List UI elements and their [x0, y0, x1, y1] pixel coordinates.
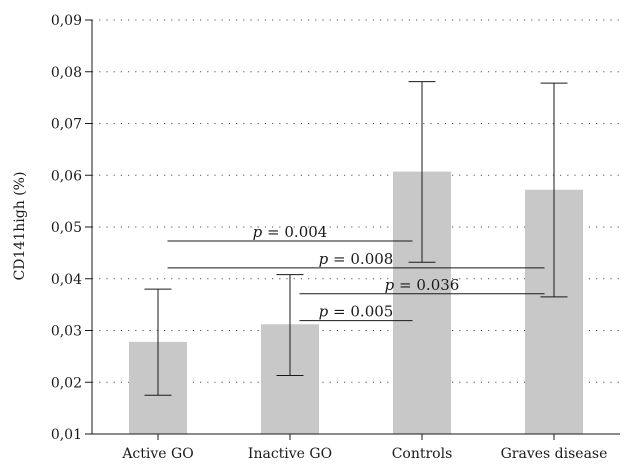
p-value-label: p = 0.004	[253, 223, 328, 241]
axes	[85, 19, 620, 440]
p-symbol: p	[253, 223, 263, 241]
y-tick-label: 0,04	[51, 272, 82, 288]
p-value-label: p = 0.005	[319, 303, 394, 321]
p-value: = 0.008	[328, 250, 393, 268]
p-value-label: p = 0.036	[385, 276, 460, 294]
x-tick-label: Active GO	[121, 446, 193, 462]
x-tick-label: Controls	[392, 446, 453, 462]
y-tick-label: 0,03	[51, 324, 82, 340]
y-tick-label: 0,07	[51, 117, 82, 133]
y-tick-label: 0,05	[51, 220, 82, 236]
x-tick-label: Inactive GO	[248, 446, 332, 462]
error-bars	[144, 81, 568, 396]
x-tick-label: Graves disease	[501, 446, 608, 462]
p-value-label: p = 0.008	[319, 250, 394, 268]
y-tick-label: 0,06	[51, 168, 82, 184]
p-symbol: p	[319, 250, 329, 268]
x-tick-labels: Active GO Inactive GO Controls Graves disea…	[121, 446, 607, 462]
p-value: = 0.036	[394, 276, 459, 294]
p-value: = 0.005	[328, 303, 393, 321]
y-tick-label: 0,02	[51, 375, 82, 391]
y-tick-labels: 0,01 0,02 0,03 0,04 0,05 0,06 0,07 0,08 0,09	[51, 13, 82, 443]
y-tick-label: 0,01	[51, 427, 82, 443]
y-axis-label: CD141high (%)	[12, 172, 28, 281]
y-tick-label: 0,08	[51, 65, 82, 81]
p-symbol: p	[385, 276, 395, 294]
p-symbol: p	[319, 303, 329, 321]
p-value: = 0.004	[262, 223, 327, 241]
y-tick-label: 0,09	[51, 13, 82, 29]
